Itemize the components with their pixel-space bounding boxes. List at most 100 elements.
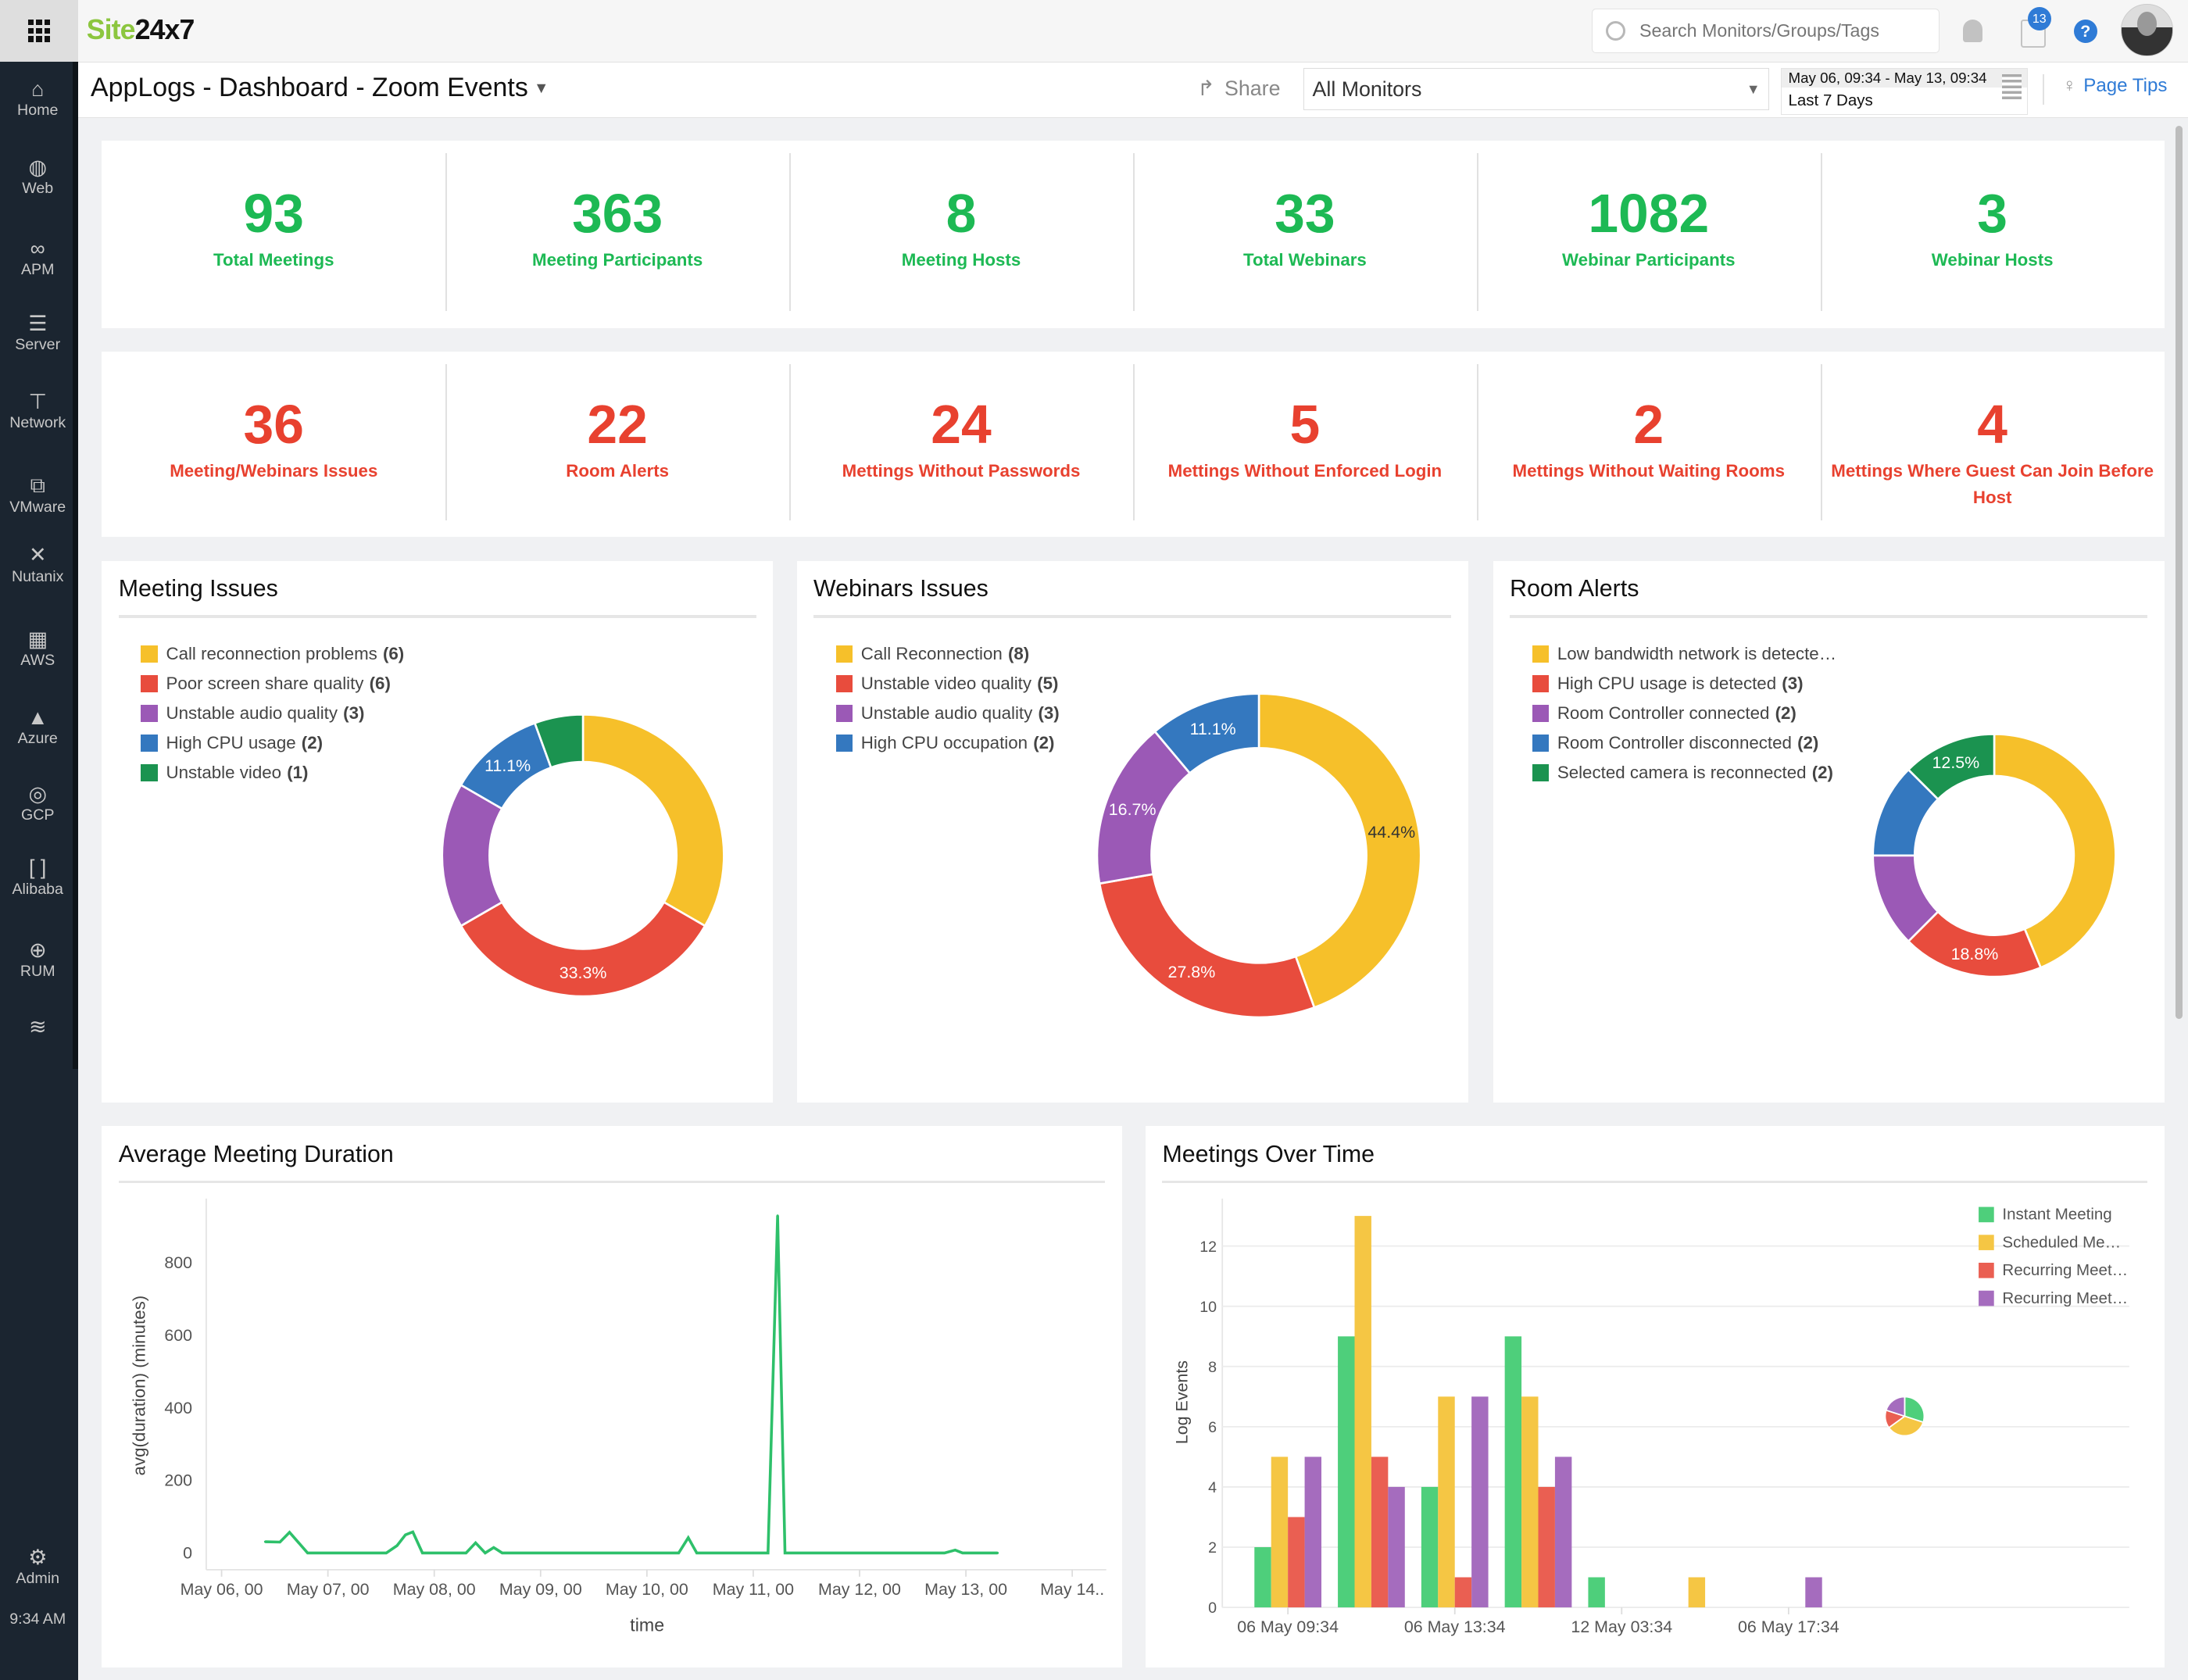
donut-slice[interactable] [1993, 732, 2117, 969]
legend-label[interactable]: Recurring Meet… [2002, 1289, 2128, 1307]
bar[interactable] [1354, 1216, 1371, 1608]
legend-item[interactable]: Call Reconnection (8) [835, 639, 1060, 669]
bar[interactable] [1454, 1577, 1472, 1608]
kpi-card[interactable]: 22 Room Alerts [445, 352, 789, 537]
legend-item[interactable]: Room Controller disconnected (2) [1532, 728, 1836, 758]
sidebar-item-aws[interactable]: ▦ AWS [0, 627, 75, 670]
legend-count: (6) [369, 673, 391, 693]
legend-item[interactable]: Room Controller connected (2) [1532, 699, 1836, 728]
pie-chart-toggle-icon[interactable] [1884, 1396, 1925, 1437]
kpi-card[interactable]: 8 Meeting Hosts [789, 141, 1133, 327]
bar[interactable] [1338, 1336, 1355, 1608]
sidebar-item-nutanix[interactable]: ✕ Nutanix [0, 544, 75, 585]
kpi-card[interactable]: 3 Webinar Hosts [1820, 141, 2165, 327]
kpi-card[interactable]: 1082 Webinar Participants [1476, 141, 1821, 327]
sidebar-item-vmware[interactable]: ⧉ VMware [0, 474, 75, 516]
app-switcher-button[interactable] [0, 0, 78, 62]
calendar-icon[interactable] [2002, 73, 2022, 99]
user-avatar[interactable] [2121, 4, 2173, 56]
legend-item[interactable]: Unstable audio quality (3) [835, 699, 1060, 728]
kpi-card[interactable]: 363 Meeting Participants [445, 141, 789, 327]
bar[interactable] [1688, 1577, 1706, 1608]
dashboard-title-dropdown[interactable]: AppLogs - Dashboard - Zoom Events ▼ [91, 73, 549, 103]
sidebar-item-rum[interactable]: ⊕ RUM [0, 938, 75, 981]
bell-icon[interactable] [1963, 19, 1983, 42]
legend-item[interactable]: Call reconnection problems (6) [141, 639, 404, 669]
monitor-select-value: All Monitors [1312, 77, 1422, 101]
bar[interactable] [1421, 1486, 1439, 1608]
logo-site-text: Site [86, 13, 136, 45]
donut-slice[interactable] [1153, 692, 1260, 775]
legend-item[interactable]: Poor screen share quality (6) [141, 669, 404, 699]
legend-swatch [141, 675, 158, 692]
notification-badge[interactable]: 13 [2027, 6, 2051, 31]
donut-slice[interactable] [1257, 692, 1422, 1009]
kpi-card[interactable]: 2 Mettings Without Waiting Rooms [1476, 352, 1821, 537]
kpi-card[interactable]: 5 Mettings Without Enforced Login [1132, 352, 1477, 537]
bar[interactable] [1271, 1457, 1289, 1608]
bar[interactable] [1588, 1577, 1605, 1608]
monitor-select[interactable]: All Monitors ▼ [1303, 68, 1770, 111]
line-series[interactable] [265, 1215, 999, 1555]
kpi-card[interactable]: 24 Mettings Without Passwords [789, 352, 1133, 537]
site24x7-logo[interactable]: Site24x7 [87, 14, 195, 46]
sidebar-item-server[interactable]: ☰ Server [0, 313, 75, 354]
legend-swatch [141, 764, 158, 781]
date-range-picker[interactable]: May 06, 09:34 - May 13, 09:34 Last 7 Day… [1780, 68, 2028, 115]
bar[interactable] [1254, 1547, 1271, 1608]
donut-slice[interactable] [1907, 732, 1996, 801]
bar[interactable] [1388, 1486, 1405, 1608]
kpi-card[interactable]: 33 Total Webinars [1132, 141, 1477, 327]
search-box[interactable] [1592, 8, 1940, 54]
line-point [474, 1542, 477, 1544]
sidebar-item-home[interactable]: ⌂ Home [0, 78, 75, 120]
donut-slice[interactable] [441, 783, 504, 928]
share-button[interactable]: ↱ Share [1197, 77, 1280, 101]
sidebar-item-network[interactable]: ⊤ Network [0, 391, 75, 432]
search-input[interactable] [1636, 19, 1922, 43]
legend-count: (5) [1037, 673, 1059, 693]
bar[interactable] [1288, 1517, 1305, 1608]
kpi-card[interactable]: 4 Mettings Where Guest Can Join Before Ho… [1820, 352, 2165, 537]
legend-item[interactable]: Low bandwidth network is detecte… [1532, 639, 1836, 669]
scrollbar[interactable] [2175, 125, 2183, 1019]
bar[interactable] [1538, 1486, 1555, 1608]
donut-slice[interactable] [459, 900, 707, 998]
legend-item[interactable]: Unstable audio quality (3) [141, 699, 404, 728]
kpi-card[interactable]: 36 Meeting/Webinars Issues [102, 352, 445, 537]
kpi-card[interactable]: 93 Total Meetings [102, 141, 445, 327]
legend-swatch [1532, 675, 1550, 692]
x-tick-label: May 14.. [1040, 1580, 1104, 1599]
sidebar-item-web[interactable]: ◍ Web [0, 156, 75, 198]
page-tips-link[interactable]: ♀ Page Tips [2062, 75, 2167, 97]
bar[interactable] [1805, 1577, 1822, 1608]
bar[interactable] [1504, 1336, 1522, 1608]
bar[interactable] [1304, 1457, 1322, 1608]
bar[interactable] [1471, 1396, 1489, 1608]
donut-slice[interactable] [1098, 872, 1316, 1019]
legend-label[interactable]: Instant Meeting [2002, 1206, 2111, 1224]
legend-item[interactable]: Unstable video (1) [141, 758, 404, 788]
x-tick-label: May 10, 00 [606, 1580, 688, 1599]
bar[interactable] [1371, 1457, 1389, 1608]
sidebar-item-more[interactable]: ≋ [0, 1016, 75, 1038]
sidebar-item-apm[interactable]: ∞ APM [0, 237, 75, 279]
sidebar-item-admin[interactable]: ⚙ Admin [0, 1546, 75, 1588]
bar[interactable] [1554, 1457, 1572, 1608]
legend-item[interactable]: Unstable video quality (5) [835, 669, 1060, 699]
donut-slice[interactable] [534, 713, 585, 769]
legend-item[interactable]: High CPU usage (2) [141, 728, 404, 758]
legend-label[interactable]: Scheduled Me… [2002, 1233, 2121, 1251]
help-icon[interactable]: ? [2073, 19, 2097, 44]
sidebar-item-gcp[interactable]: ◎ GCP [0, 782, 75, 824]
legend-item[interactable]: High CPU occupation (2) [835, 728, 1060, 758]
sidebar-item-alibaba[interactable]: [ ] Alibaba [0, 856, 75, 898]
bar[interactable] [1438, 1396, 1455, 1608]
sidebar-item-azure[interactable]: ▲ Azure [0, 706, 75, 748]
legend-item[interactable]: Selected camera is reconnected (2) [1532, 758, 1836, 788]
legend-item[interactable]: High CPU usage is detected (3) [1532, 669, 1836, 699]
legend-label[interactable]: Recurring Meet… [2002, 1261, 2128, 1279]
bar[interactable] [1521, 1396, 1539, 1608]
donut-slice[interactable] [582, 713, 726, 928]
